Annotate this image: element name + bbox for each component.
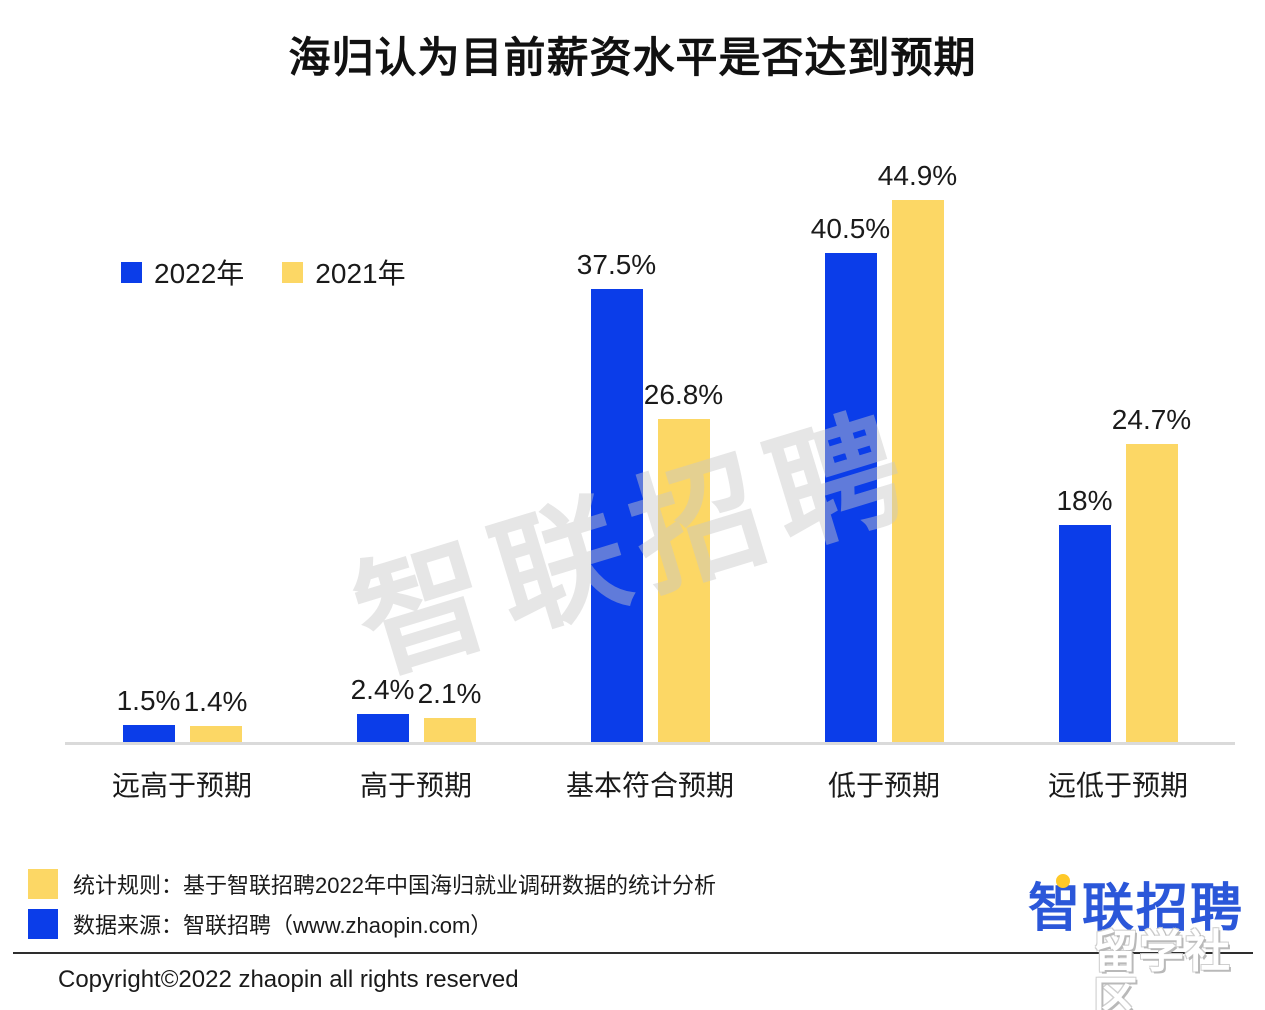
bar — [891, 200, 944, 743]
bar-wrapper: 40.5% — [811, 213, 890, 743]
category-label: 高于预期 — [359, 770, 472, 801]
bar-wrapper: 2.4% — [351, 674, 414, 743]
bar-chart-plot: 1.5% 1.4% 2.4% 2.1% 37.5% 26.8% 40.5% 44.9% 18% 2… — [65, 150, 1235, 743]
value-label: 1.4% — [183, 686, 248, 717]
footer-divider — [13, 952, 1253, 954]
bar — [1125, 444, 1178, 743]
value-label: 37.5% — [576, 249, 657, 280]
bar-group: 37.5% 26.8% — [533, 150, 767, 743]
category-label: 基本符合预期 — [565, 770, 734, 801]
legend-label: 2021年 — [315, 258, 406, 289]
bar — [1058, 525, 1111, 743]
footnote-swatch — [28, 909, 58, 939]
zhaopin-logo: 智联招聘 — [1028, 866, 1244, 941]
legend-swatch — [282, 261, 304, 283]
zhaopin-logo-text: 智联招聘 — [1028, 880, 1245, 938]
bar — [657, 419, 710, 743]
chart-legend: 2022年 2021年 — [121, 252, 406, 292]
category-label: 远低于预期 — [1047, 770, 1188, 801]
category-label: 远高于预期 — [111, 770, 252, 801]
value-label: 18% — [1056, 485, 1113, 516]
bar-wrapper: 18% — [1056, 485, 1113, 743]
footnote-text: 数据来源：智联招聘（www.zhaopin.com） — [73, 913, 493, 938]
bar-wrapper: 24.7% — [1112, 404, 1191, 743]
bar-wrapper: 44.9% — [878, 160, 957, 743]
copyright-text: Copyright©2022 zhaopin all rights reserv… — [58, 966, 519, 993]
value-label: 1.5% — [116, 685, 181, 716]
footnote-swatch — [28, 869, 58, 899]
chart-title: 海归认为目前薪资水平是否达到预期 — [288, 34, 977, 81]
bar — [824, 253, 877, 743]
x-axis-line — [65, 742, 1235, 745]
bar — [590, 289, 643, 743]
bar-wrapper: 2.1% — [418, 678, 481, 743]
category-label: 低于预期 — [827, 770, 940, 801]
bar — [356, 714, 409, 743]
bar — [423, 718, 476, 743]
bar-wrapper: 26.8% — [644, 379, 723, 743]
corner-watermark-title: 留学社区 — [1093, 926, 1232, 1010]
bar — [122, 725, 175, 743]
footnotes: 统计规则：基于智联招聘2022年中国海归就业调研数据的统计分析 数据来源：智联招聘… — [28, 868, 716, 940]
value-label: 26.8% — [643, 379, 724, 410]
value-label: 40.5% — [810, 213, 891, 244]
legend-item: 2022年 — [121, 252, 244, 292]
legend-label: 2022年 — [154, 258, 245, 289]
value-label: 24.7% — [1111, 404, 1192, 435]
bar-group: 1.5% 1.4% — [65, 150, 299, 743]
bar-wrapper: 1.5% — [117, 685, 180, 743]
bar-group: 2.4% 2.1% — [299, 150, 533, 743]
value-label: 2.1% — [417, 678, 482, 709]
footnote-row: 统计规则：基于智联招聘2022年中国海归就业调研数据的统计分析 — [28, 868, 716, 900]
value-label: 2.4% — [350, 674, 415, 705]
corner-watermark: 留学社区 bbs.liuxue86.com — [1093, 928, 1265, 1010]
value-label: 44.9% — [877, 160, 958, 191]
bar-group: 40.5% 44.9% — [767, 150, 1001, 743]
x-axis-labels: 远高于预期 高于预期 基本符合预期 低于预期 远低于预期 — [65, 764, 1235, 804]
bar-wrapper: 37.5% — [577, 249, 656, 743]
legend-swatch — [121, 261, 142, 283]
footnote-text: 统计规则：基于智联招聘2022年中国海归就业调研数据的统计分析 — [73, 873, 716, 898]
legend-item: 2021年 — [282, 252, 406, 292]
bar-wrapper: 1.4% — [184, 686, 247, 743]
footnote-row: 数据来源：智联招聘（www.zhaopin.com） — [28, 908, 716, 940]
bar-group: 18% 24.7% — [1001, 150, 1235, 743]
bar — [189, 726, 242, 743]
location-pin-icon — [1056, 874, 1070, 888]
